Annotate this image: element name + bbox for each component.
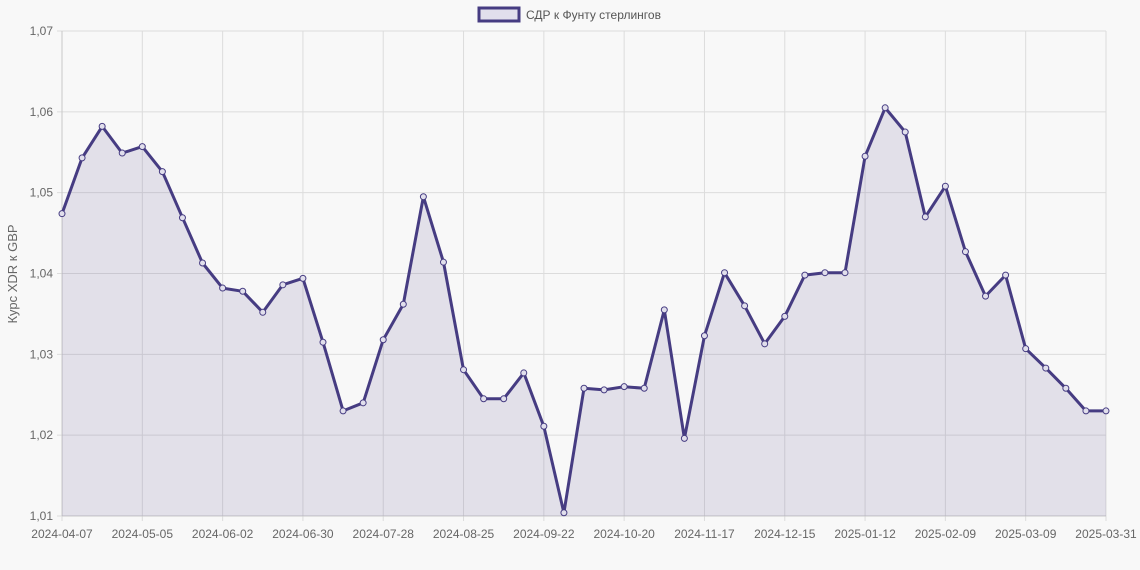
data-point[interactable] [761,340,769,348]
data-point[interactable] [480,395,488,403]
data-point[interactable] [178,214,186,222]
x-tick-label: 2024-04-07 [31,527,93,541]
x-tick-label: 2024-08-25 [433,527,495,541]
data-point[interactable] [118,149,126,157]
data-points [58,104,1110,517]
legend-label[interactable]: СДР к Фунту стерлингов [526,8,661,22]
x-tick-label: 2024-10-20 [593,527,655,541]
data-point[interactable] [781,312,789,320]
data-point[interactable] [1022,345,1030,353]
data-point[interactable] [98,122,106,130]
data-point[interactable] [961,248,969,256]
data-point[interactable] [78,154,86,162]
data-point[interactable] [1002,271,1010,279]
x-tick-label: 2024-06-02 [192,527,254,541]
data-point[interactable] [801,271,809,279]
data-point[interactable] [319,338,327,346]
data-point[interactable] [821,269,829,277]
data-point[interactable] [1102,407,1110,415]
data-point[interactable] [921,213,929,221]
y-tick-label: 1,07 [30,24,54,38]
data-point[interactable] [1042,364,1050,372]
data-point[interactable] [460,366,468,374]
x-tick-label: 2024-07-28 [353,527,415,541]
y-tick-label: 1,02 [30,428,54,442]
data-point[interactable] [841,269,849,277]
data-point[interactable] [941,182,949,190]
data-point[interactable] [700,332,708,340]
y-tick-label: 1,06 [30,105,54,119]
data-point[interactable] [359,399,367,407]
data-point[interactable] [901,128,909,136]
y-tick-label: 1,01 [30,509,54,523]
data-point[interactable] [520,369,528,377]
y-tick-label: 1,03 [30,347,54,361]
legend[interactable]: СДР к Фунту стерлингов [477,6,661,23]
data-point[interactable] [580,384,588,392]
data-point[interactable] [660,306,668,314]
data-point[interactable] [881,104,889,112]
x-tick-label: 2025-01-12 [834,527,896,541]
data-point[interactable] [500,395,508,403]
data-point[interactable] [680,434,688,442]
data-point[interactable] [419,193,427,201]
data-point[interactable] [379,336,387,344]
data-point[interactable] [1062,384,1070,392]
data-point[interactable] [1082,407,1090,415]
data-point[interactable] [540,422,548,430]
data-point[interactable] [721,269,729,277]
data-point[interactable] [620,383,628,391]
x-tick-label: 2024-09-22 [513,527,575,541]
data-point[interactable] [259,308,267,316]
data-point[interactable] [560,509,568,517]
grid-lines [57,30,1107,521]
data-point[interactable] [239,287,247,295]
data-point[interactable] [299,274,307,282]
data-point[interactable] [741,302,749,310]
data-point[interactable] [600,386,608,394]
data-point[interactable] [982,292,990,300]
x-tick-label: 2024-06-30 [272,527,334,541]
x-tick-label: 2025-03-09 [995,527,1057,541]
x-axis: 2024-04-07 2024-05-05 2024-06-02 2024-06-30… [31,527,1137,541]
data-point[interactable] [339,407,347,415]
y-tick-label: 1,04 [30,267,54,281]
y-axis: 1,01 1,02 1,03 1,04 1,05 1,06 1,07 [30,24,54,523]
legend-swatch[interactable] [477,6,521,23]
x-tick-label: 2024-11-17 [674,527,735,541]
x-tick-label: 2024-12-15 [754,527,816,541]
data-point[interactable] [138,143,146,151]
x-tick-label: 2025-03-31 [1075,527,1137,541]
data-point[interactable] [399,300,407,308]
data-point[interactable] [439,258,447,266]
data-point[interactable] [158,168,166,176]
data-point[interactable] [219,284,227,292]
y-tick-label: 1,05 [30,186,54,200]
series-area-fill [62,107,1106,517]
y-axis-title: Курс XDR к GBP [5,224,20,323]
data-point[interactable] [861,152,869,160]
data-point[interactable] [640,384,648,392]
x-tick-label: 2024-05-05 [112,527,174,541]
data-point[interactable] [199,259,207,267]
data-point[interactable] [279,281,287,289]
x-tick-label: 2025-02-09 [915,527,977,541]
data-point[interactable] [58,210,66,218]
